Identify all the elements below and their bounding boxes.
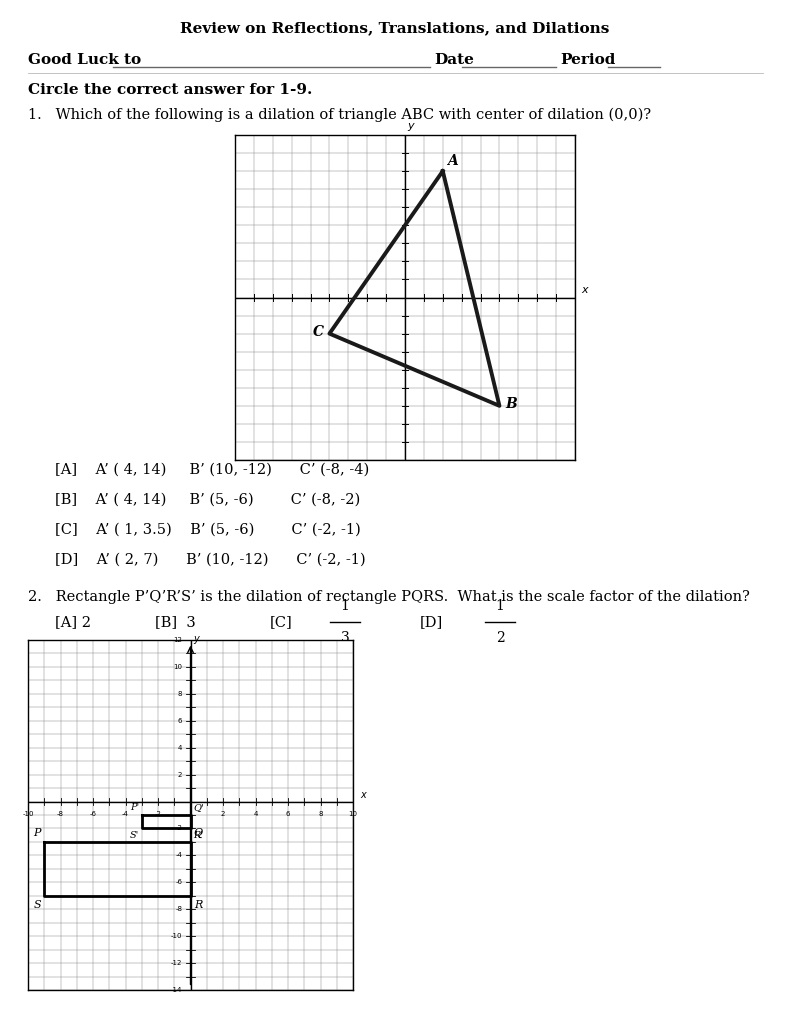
- Text: x: x: [581, 286, 588, 295]
- Text: y: y: [193, 634, 199, 644]
- Text: -2: -2: [176, 825, 183, 831]
- Text: 2: 2: [178, 772, 183, 777]
- Text: -10: -10: [22, 811, 34, 817]
- Text: x: x: [360, 790, 365, 800]
- Text: 10: 10: [173, 664, 183, 670]
- Text: Date: Date: [434, 53, 474, 67]
- Text: S': S': [130, 831, 139, 840]
- Text: 6: 6: [178, 718, 183, 724]
- Text: 2: 2: [221, 811, 225, 817]
- Text: [B]  3: [B] 3: [155, 615, 195, 629]
- Text: [C]: [C]: [270, 615, 293, 629]
- Text: 6: 6: [286, 811, 290, 817]
- Text: A: A: [448, 155, 458, 168]
- Text: 1: 1: [496, 599, 505, 613]
- Text: [B]    A’ ( 4, 14)     B’ (5, -6)        C’ (-8, -2): [B] A’ ( 4, 14) B’ (5, -6) C’ (-8, -2): [55, 493, 360, 507]
- Text: -8: -8: [57, 811, 64, 817]
- Text: [A]    A’ ( 4, 14)     B’ (10, -12)      C’ (-8, -4): [A] A’ ( 4, 14) B’ (10, -12) C’ (-8, -4): [55, 463, 369, 477]
- Text: -6: -6: [89, 811, 97, 817]
- Text: S: S: [33, 900, 41, 909]
- Text: P': P': [131, 803, 139, 812]
- Text: -6: -6: [176, 880, 183, 886]
- Text: 3: 3: [341, 631, 350, 645]
- Text: 1.   Which of the following is a dilation of triangle ABC with center of dilatio: 1. Which of the following is a dilation …: [28, 108, 651, 122]
- Text: y: y: [407, 121, 414, 131]
- Text: -8: -8: [176, 906, 183, 912]
- Text: 8: 8: [318, 811, 323, 817]
- Text: 4: 4: [178, 744, 183, 751]
- Text: Good Luck to: Good Luck to: [28, 53, 141, 67]
- Text: 4: 4: [253, 811, 258, 817]
- Text: 12: 12: [173, 637, 183, 643]
- Text: Review on Reflections, Translations, and Dilations: Review on Reflections, Translations, and…: [180, 22, 610, 35]
- Text: C: C: [312, 325, 324, 339]
- Text: P: P: [33, 827, 41, 838]
- Text: 8: 8: [178, 691, 183, 697]
- Text: [A] 2: [A] 2: [55, 615, 91, 629]
- Text: 2: 2: [496, 631, 505, 645]
- Text: Q': Q': [193, 803, 203, 812]
- Text: 1: 1: [341, 599, 350, 613]
- Text: Q: Q: [194, 827, 202, 838]
- Text: Circle the correct answer for 1-9.: Circle the correct answer for 1-9.: [28, 83, 312, 97]
- Text: -2: -2: [154, 811, 161, 817]
- Text: Period: Period: [560, 53, 615, 67]
- Text: 2.   Rectangle P’Q’R’S’ is the dilation of rectangle PQRS.  What is the scale fa: 2. Rectangle P’Q’R’S’ is the dilation of…: [28, 590, 750, 604]
- Text: R': R': [193, 831, 203, 840]
- Text: -14: -14: [171, 987, 183, 993]
- Text: [D]: [D]: [420, 615, 443, 629]
- Text: [D]    A’ ( 2, 7)      B’ (10, -12)      C’ (-2, -1): [D] A’ ( 2, 7) B’ (10, -12) C’ (-2, -1): [55, 553, 365, 567]
- Text: -12: -12: [171, 961, 183, 966]
- Text: -4: -4: [176, 852, 183, 858]
- Text: -10: -10: [171, 933, 183, 939]
- Text: 10: 10: [349, 811, 358, 817]
- Text: -4: -4: [122, 811, 129, 817]
- Text: R: R: [194, 900, 202, 909]
- Text: [C]    A’ ( 1, 3.5)    B’ (5, -6)        C’ (-2, -1): [C] A’ ( 1, 3.5) B’ (5, -6) C’ (-2, -1): [55, 523, 361, 537]
- Text: B: B: [505, 397, 517, 411]
